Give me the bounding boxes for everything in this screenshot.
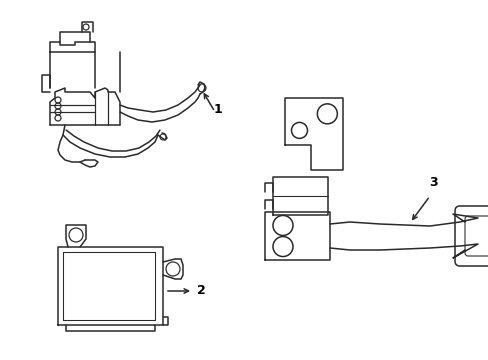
Text: 2: 2 [197,284,205,297]
Text: 3: 3 [428,176,436,189]
Text: 1: 1 [213,103,222,116]
